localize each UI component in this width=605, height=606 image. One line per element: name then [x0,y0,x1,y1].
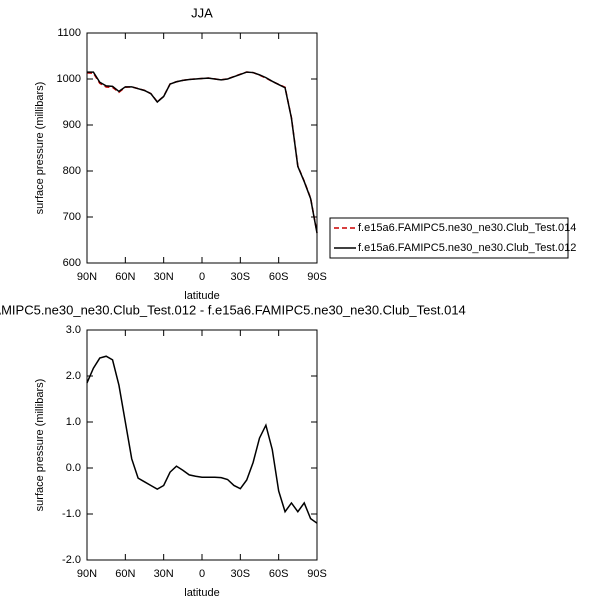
data-line [86,355,318,524]
x-tick-label: 90N [77,271,97,283]
y-tick-label: 0.0 [66,462,81,474]
x-tick-label: 60N [115,568,135,580]
legend-label: f.e15a6.FAMIPC5.ne30_ne30.Club_Test.014 [358,222,576,234]
x-tick-label: 0 [199,568,205,580]
x-tick-label: 30N [154,271,174,283]
y-tick-label: 1000 [57,73,81,85]
y-axis-label: surface pressure (millibars) [34,82,46,215]
x-tick-label: 30S [231,271,251,283]
y-tick-label: -1.0 [62,508,81,520]
x-tick-label: 60S [269,568,289,580]
data-line [87,71,318,234]
x-tick-label: 90S [307,271,327,283]
y-tick-label: 3.0 [66,324,81,336]
chart-title: JJA [191,5,213,20]
x-tick-label: 0 [199,271,205,283]
plot-frame [86,32,318,264]
y-tick-label: 900 [63,119,81,131]
x-tick-label: 90S [307,568,327,580]
y-tick-label: 1100 [57,27,81,39]
chart-title: f.e15a6.FAMIPC5.ne30_ne30.Club_Test.012 … [0,302,466,317]
y-tick-label: 800 [63,165,81,177]
plot-frame [86,329,318,561]
x-axis-label: latitude [184,290,219,302]
x-tick-label: 60N [115,271,135,283]
data-line [86,71,318,233]
y-tick-label: 600 [63,257,81,269]
legend-label: f.e15a6.FAMIPC5.ne30_ne30.Club_Test.012 [358,242,576,254]
legend-box [329,217,569,259]
x-tick-label: 30N [154,568,174,580]
x-tick-label: 90N [77,568,97,580]
x-tick-label: 30S [231,568,251,580]
y-tick-label: 1.0 [66,416,81,428]
y-tick-label: 700 [63,211,81,223]
x-axis-label: latitude [184,587,219,599]
y-tick-label: 2.0 [66,370,81,382]
y-axis-label: surface pressure (millibars) [34,379,46,512]
y-tick-label: -2.0 [62,554,81,566]
x-tick-label: 60S [269,271,289,283]
